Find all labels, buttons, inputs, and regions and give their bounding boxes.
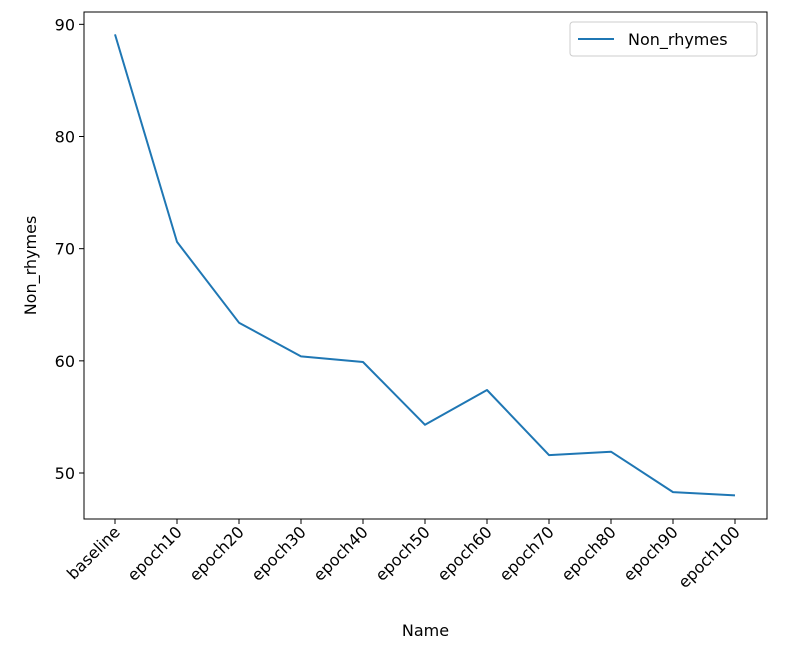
x-tick-label: epoch100	[674, 522, 743, 591]
y-tick-label: 90	[55, 15, 75, 34]
x-tick-label: epoch90	[620, 522, 682, 584]
series-layer	[114, 34, 736, 497]
x-tick-label: epoch10	[124, 522, 186, 584]
legend-box	[569, 21, 758, 57]
x-axis-label: Name	[402, 621, 449, 640]
x-axis-ticks: baseline epoch10 epoch20 epoch30 epoch40 epoc…	[63, 519, 744, 592]
y-axis-ticks: 50 60 70 80 90	[55, 15, 84, 483]
x-tick-label: epoch60	[434, 522, 496, 584]
plot-frame	[83, 11, 768, 520]
legend-entry-non-rhymes: Non_rhymes	[628, 30, 728, 50]
y-tick-label: 80	[55, 128, 75, 147]
y-axis-label: Non_rhymes	[21, 216, 41, 316]
legend: Non_rhymes	[569, 21, 758, 57]
y-tick-label: 70	[55, 240, 75, 259]
y-tick-label: 60	[55, 352, 75, 371]
x-tick-label: baseline	[63, 522, 124, 583]
x-tick-label: epoch20	[186, 522, 248, 584]
x-tick-label: epoch40	[310, 522, 372, 584]
x-tick-label: epoch50	[372, 522, 434, 584]
y-tick-label: 50	[55, 464, 75, 483]
x-tick-label: epoch70	[496, 522, 558, 584]
x-tick-label: epoch30	[248, 522, 310, 584]
series-line-non-rhymes	[114, 34, 736, 497]
x-tick-label: epoch80	[558, 522, 620, 584]
